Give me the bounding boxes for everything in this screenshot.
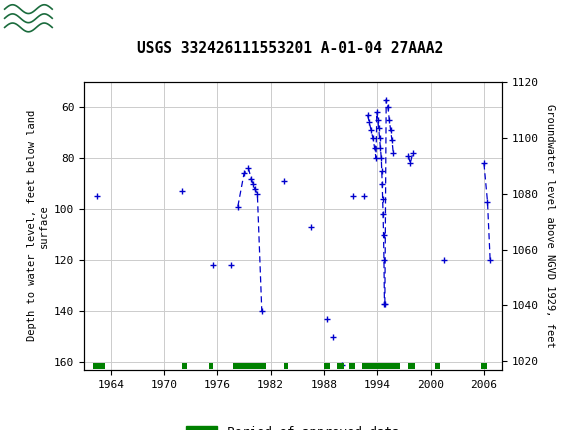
Bar (93, 363, 104, 369)
Y-axis label: Depth to water level, feet below land
surface: Depth to water level, feet below land su… (27, 110, 49, 341)
Bar (284, 363, 288, 369)
Bar (209, 363, 213, 369)
Text: USGS: USGS (58, 11, 105, 26)
Text: USGS 332426111553201 A-01-04 27AAA2: USGS 332426111553201 A-01-04 27AAA2 (137, 41, 443, 56)
Bar (362, 363, 400, 369)
Legend: Period of approved data: Period of approved data (181, 421, 405, 430)
Bar (435, 363, 440, 369)
Bar (324, 363, 330, 369)
Bar (408, 363, 415, 369)
Bar (481, 363, 487, 369)
Bar (349, 363, 355, 369)
Bar (233, 363, 266, 369)
Bar (338, 363, 343, 369)
Y-axis label: Groundwater level above NGVD 1929, feet: Groundwater level above NGVD 1929, feet (545, 104, 556, 347)
Bar (3, 3, 55, 34)
Bar (182, 363, 187, 369)
